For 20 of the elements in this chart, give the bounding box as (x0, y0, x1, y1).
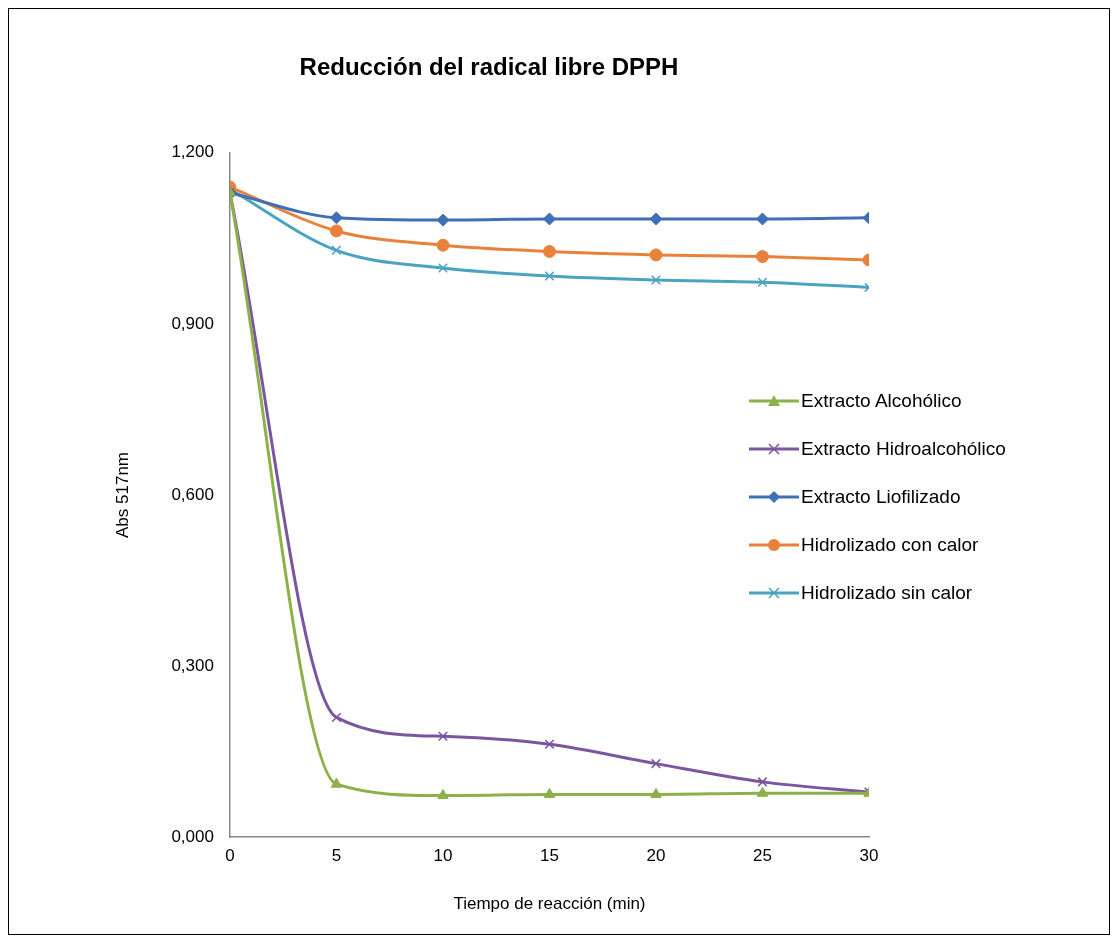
legend-label: Hidrolizado con calor (801, 534, 979, 556)
y-tick-label: 1,200 (171, 142, 214, 162)
y-tick-label: 0,900 (171, 313, 214, 333)
legend-label: Extracto Liofilizado (801, 486, 961, 508)
x-tick-label: 20 (646, 846, 666, 866)
y-tick-label: 0,600 (171, 484, 214, 504)
legend-label: Extracto Hidroalcohólico (801, 438, 1006, 460)
x-tick-label: 10 (433, 846, 453, 866)
y-axis-title: Abs 517nm (112, 452, 132, 538)
x-tick-label: 0 (225, 846, 235, 866)
x-tick-label: 30 (859, 846, 879, 866)
x-tick-label: 15 (540, 846, 559, 866)
y-tick-label: 0,300 (171, 655, 214, 675)
legend-label: Extracto Alcohólico (801, 390, 962, 412)
legend-label: Hidrolizado sin calor (801, 582, 973, 604)
y-tick-label: 0,000 (171, 826, 214, 846)
x-axis-title: Tiempo de reacción (min) (453, 894, 646, 914)
x-tick-label: 25 (753, 846, 772, 866)
x-tick-label: 5 (331, 846, 342, 866)
chart-title: Reducción del radical libre DPPH (299, 53, 679, 81)
